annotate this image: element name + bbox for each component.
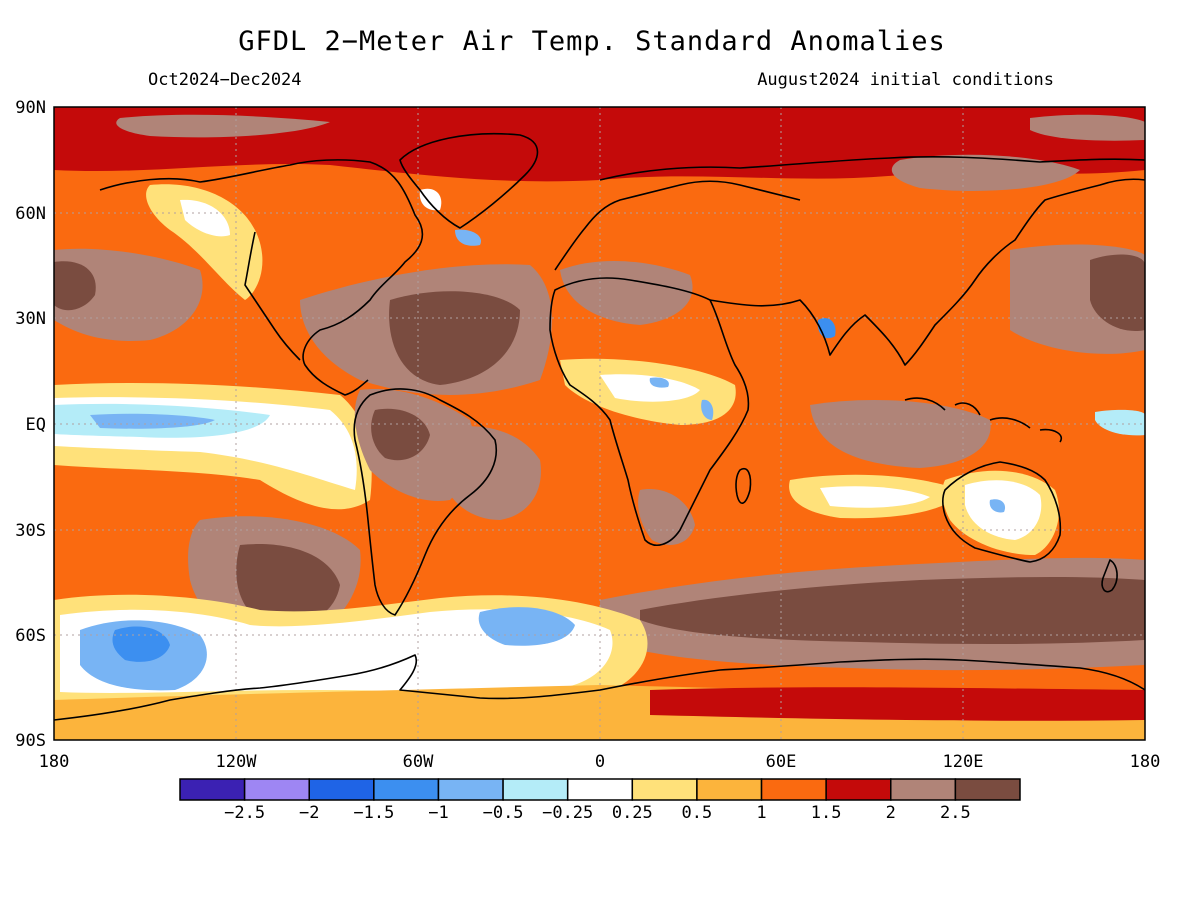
lat-label: 30S	[15, 521, 46, 541]
coast-europe	[554, 180, 801, 271]
region-eqpacific-east	[1095, 409, 1145, 436]
coastlines	[54, 132, 1145, 721]
coast-greenland	[399, 132, 539, 229]
colorbar-swatch	[179, 778, 246, 801]
region-arctic-tan	[116, 114, 330, 138]
colorbar-swatch	[760, 778, 827, 801]
coast-north-america	[99, 159, 424, 396]
lon-label: 0	[595, 752, 605, 772]
latitude-labels: 90N 60N 30N EQ 30S 60S 90S	[15, 98, 46, 751]
lon-label: 120W	[216, 752, 258, 772]
lon-label: 60E	[766, 752, 797, 772]
region-weddell-blue	[478, 607, 575, 646]
gridlines	[54, 107, 1145, 740]
coast-australia	[941, 461, 1062, 563]
colorbar-label: −1	[428, 803, 448, 823]
colorbar-label: 2	[886, 803, 896, 823]
lon-label: 60W	[403, 752, 434, 772]
colorbar-label: 0.25	[612, 803, 653, 823]
lat-label: 90S	[15, 731, 46, 751]
forecast-period: Oct2024−Dec2024	[148, 70, 302, 90]
coast-south-america	[353, 388, 497, 616]
region-natlantic-blue	[455, 229, 481, 246]
colorbar-swatch	[243, 778, 310, 801]
colorbar-swatch	[825, 778, 892, 801]
region-australia-blue	[989, 499, 1006, 513]
colorbar-swatch	[631, 778, 698, 801]
lat-label: 30N	[15, 309, 46, 329]
colorbar-label: −1.5	[353, 803, 394, 823]
longitude-labels: 180 120W 60W 0 60E 120E 180	[39, 752, 1161, 772]
lat-label: 60N	[15, 204, 46, 224]
colorbar-label: 0.5	[682, 803, 713, 823]
colorbar-label: −0.5	[483, 803, 524, 823]
coast-new-zealand	[1101, 559, 1118, 593]
colorbar-label: −2	[299, 803, 319, 823]
colorbar-swatch	[502, 778, 569, 801]
region-spacific-dark	[236, 544, 340, 626]
region-samerica-dark	[371, 408, 430, 461]
colorbar: −2.5 −2 −1.5 −1 −0.5 −0.25 0.25 0.5 1 1.5 2 2.5	[179, 778, 1021, 823]
region-eqpacific-blue	[90, 413, 215, 429]
coast-antarctica	[54, 654, 1145, 721]
colorbar-swatch	[566, 778, 634, 801]
region-greenland-white	[419, 188, 442, 211]
lat-label: EQ	[26, 415, 46, 435]
region-wpacific-dark	[1090, 254, 1145, 331]
colorbar-swatch	[890, 778, 957, 801]
region-arctic-tan-2	[1030, 114, 1145, 141]
coast-indonesia	[904, 397, 1062, 443]
lat-label: 90N	[15, 98, 46, 118]
region-africa-white	[600, 374, 700, 402]
lon-label: 120E	[943, 752, 984, 772]
coast-africa	[549, 277, 750, 546]
coast-madagascar	[735, 468, 752, 504]
colorbar-label: 1.5	[811, 803, 842, 823]
region-nepacific-white	[180, 199, 230, 237]
region-indianocean-brown	[810, 400, 991, 468]
colorbar-swatch	[954, 778, 1021, 801]
region-antarctica-red	[650, 687, 1145, 721]
map-title: GFDL 2−Meter Air Temp. Standard Anomalie…	[238, 26, 946, 57]
region-natl-dark	[389, 291, 520, 385]
colorbar-label: −0.25	[542, 803, 593, 823]
region-southernocean-dark	[640, 576, 1145, 645]
region-sio-white	[820, 486, 930, 508]
region-africa-blue	[649, 377, 669, 388]
colorbar-swatch	[373, 778, 440, 801]
lon-label: 180	[39, 752, 70, 772]
colorbar-label: 1	[756, 803, 766, 823]
coast-asia	[709, 178, 1145, 366]
lon-label: 180	[1130, 752, 1161, 772]
initial-conditions: August2024 initial conditions	[757, 70, 1054, 90]
region-southafrica-brown	[638, 489, 695, 545]
map-frame	[53, 106, 1146, 741]
region-npacific-dark	[54, 261, 96, 311]
colorbar-swatch	[696, 778, 763, 801]
region-eafrica-blue	[701, 399, 714, 420]
lat-label: 60S	[15, 626, 46, 646]
region-russia-tan	[891, 154, 1080, 191]
coast-arctic-asia	[599, 155, 1145, 181]
colorbar-label: −2.5	[224, 803, 265, 823]
colorbar-swatch	[308, 778, 375, 801]
anomaly-field	[54, 107, 1145, 740]
colorbar-label: 2.5	[940, 803, 971, 823]
region-mideast-brown	[560, 260, 693, 325]
colorbar-swatch	[437, 778, 504, 801]
